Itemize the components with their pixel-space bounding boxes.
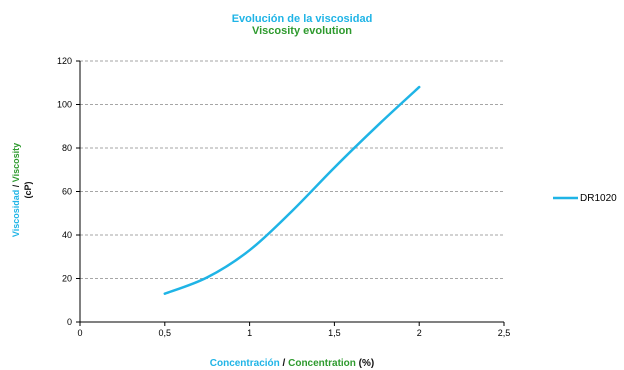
y-axis-label: Viscosidad / Viscosity: [11, 143, 21, 237]
y-tick-label: 100: [57, 100, 72, 110]
x-tick-label: 1,5: [328, 328, 341, 338]
x-tick-label: 2: [417, 328, 422, 338]
x-axis-label-separator: /: [280, 358, 288, 369]
y-axis-label-en: Viscosity: [11, 143, 21, 182]
y-tick-label: 40: [62, 230, 72, 240]
x-tick-label: 2,5: [498, 328, 511, 338]
x-tick-label: 1: [247, 328, 252, 338]
y-tick-label: 60: [62, 187, 72, 197]
chart-subtitle: Viscosity evolution: [252, 25, 352, 37]
gridlines: [80, 60, 504, 279]
x-tick-label: 0,5: [159, 328, 172, 338]
legend-label-dr1020: DR1020: [580, 193, 617, 204]
y-tick-label: 120: [57, 56, 72, 66]
series-layer: [163, 85, 421, 295]
x-axis-label-en: Concentration: [288, 358, 356, 369]
chart-title: Evolución de la viscosidad: [232, 13, 373, 25]
series-line-dr1020: [163, 85, 421, 295]
y-tick-labels: 0 20 40 60 80 100 120: [57, 56, 72, 327]
axes: [76, 60, 505, 326]
x-tick-label: 0: [77, 328, 82, 338]
x-axis-label-unit: (%): [356, 358, 374, 369]
y-tick-label: 80: [62, 143, 72, 153]
y-axis-label-es: Viscosidad: [11, 190, 21, 237]
y-axis-label-separator: /: [11, 182, 21, 190]
y-tick-label: 20: [62, 274, 72, 284]
y-axis-unit: (cP): [23, 181, 33, 198]
x-axis-label-es: Concentración: [210, 358, 280, 369]
legend: DR1020: [553, 193, 617, 204]
x-tick-labels: 0 0,5 1 1,5 2 2,5: [77, 328, 510, 338]
x-axis-label: Concentración / Concentration (%): [210, 358, 374, 369]
y-tick-label: 0: [67, 317, 72, 327]
